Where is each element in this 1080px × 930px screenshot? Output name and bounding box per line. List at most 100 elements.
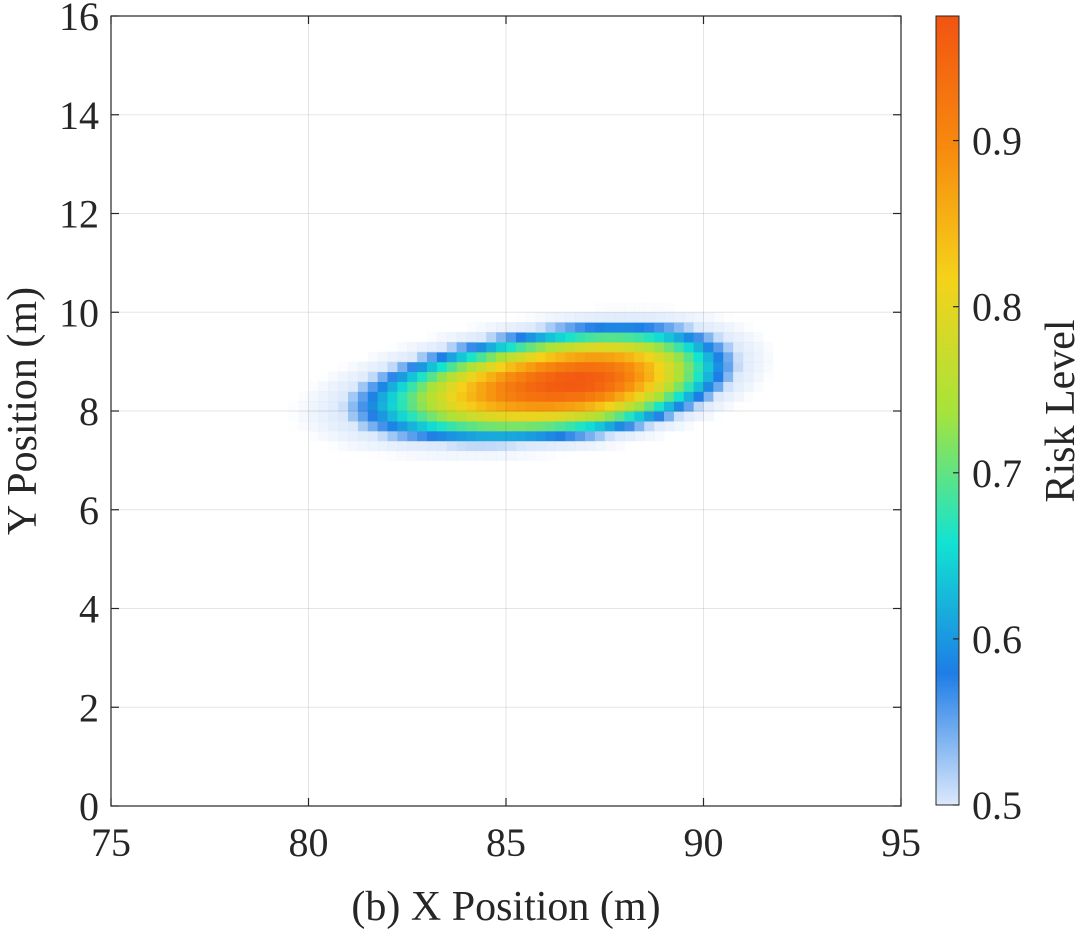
heatmap-cell (545, 332, 556, 343)
y-tick-label: 14 (59, 93, 99, 138)
heatmap-cell (486, 411, 497, 422)
heatmap-cell (456, 351, 468, 363)
y-tick-label: 10 (59, 290, 99, 335)
heatmap-cell (486, 440, 497, 452)
heatmap-cell (338, 440, 349, 452)
heatmap-cell (407, 381, 418, 392)
colorbar-ticks: 0.5 0.6 0.7 0.8 0.9 (953, 119, 1022, 828)
heatmap-cell (535, 411, 547, 422)
heatmap-cell (693, 351, 705, 363)
heatmap-cell (654, 391, 665, 402)
heatmap-cell (693, 361, 705, 373)
heatmap-cell (634, 401, 645, 412)
heatmap-cell (367, 361, 379, 373)
heatmap-cell (456, 371, 468, 382)
heatmap-cell (624, 361, 635, 373)
heatmap-cell (427, 332, 438, 343)
heatmap-cell (664, 420, 675, 432)
heatmap-cell (654, 341, 665, 353)
heatmap-cell (664, 312, 675, 323)
heatmap-cell (407, 411, 418, 422)
heatmap-cell (318, 381, 329, 392)
heatmap-cell (693, 401, 705, 412)
heatmap-cell (683, 312, 695, 323)
heatmap-cell (348, 381, 359, 392)
heatmap-cell (545, 312, 556, 323)
heatmap-cell (555, 430, 566, 442)
heatmap-cell (427, 411, 438, 422)
heatmap-cell (703, 391, 714, 402)
heatmap-cells (288, 302, 774, 461)
heatmap-cell (338, 401, 349, 412)
heatmap-cell (456, 440, 468, 452)
heatmap-cell (752, 381, 764, 392)
heatmap-cell (634, 430, 645, 442)
heatmap-cell (703, 361, 714, 373)
heatmap-cell (407, 401, 418, 412)
heatmap-cell (604, 440, 616, 452)
heatmap-cell (427, 381, 438, 392)
heatmap-cell (604, 332, 616, 343)
heatmap-cell (298, 411, 310, 422)
heatmap-cell (367, 420, 379, 432)
heatmap-cell (565, 391, 576, 402)
heatmap-cell (486, 381, 497, 392)
heatmap-cell (535, 341, 547, 353)
heatmap-cell (368, 451, 378, 461)
heatmap-cell (614, 332, 626, 343)
heatmap-cell (604, 341, 616, 353)
heatmap-cell (357, 420, 369, 432)
heatmap-cell (328, 381, 339, 392)
heatmap-cell (348, 371, 359, 382)
heatmap-cell (427, 371, 438, 382)
heatmap-cell (506, 391, 517, 402)
heatmap-cell (535, 450, 547, 461)
heatmap-cell (496, 351, 507, 363)
heatmap-cell (289, 421, 299, 431)
heatmap-cell (506, 440, 517, 452)
heatmap-cell (644, 381, 655, 392)
heatmap-cell (762, 341, 774, 353)
heatmap-cell (535, 401, 547, 412)
y-tick-label: 16 (59, 0, 99, 39)
heatmap-cell (664, 351, 675, 363)
heatmap-cell (624, 411, 635, 422)
heatmap-cell (634, 302, 645, 313)
heatmap-cell (417, 391, 428, 402)
heatmap-cell (466, 381, 477, 392)
heatmap-cell (585, 361, 596, 373)
heatmap-cell (427, 361, 438, 373)
heatmap-cell (674, 302, 684, 312)
heatmap-cell (436, 351, 448, 363)
heatmap-cell (614, 361, 626, 373)
heatmap-cell (664, 332, 675, 343)
heatmap-cell (733, 361, 744, 373)
heatmap-cell (683, 391, 695, 402)
heatmap-cell (565, 401, 576, 412)
heatmap-cell (407, 430, 418, 442)
heatmap-cell (723, 332, 734, 343)
heatmap-cell (713, 341, 724, 353)
heatmap-cell (575, 361, 586, 373)
heatmap-cell (525, 401, 537, 412)
heatmap-cell (634, 322, 645, 333)
y-tick-label: 8 (79, 389, 99, 434)
heatmap-cell (644, 420, 655, 432)
heatmap-cell (456, 411, 468, 422)
heatmap-cell (486, 322, 497, 333)
heatmap-cell (545, 450, 556, 461)
heatmap-cell (693, 381, 705, 392)
heatmap-cell (723, 341, 734, 353)
heatmap-cell (594, 312, 606, 323)
heatmap-cell (387, 401, 398, 412)
heatmap-cell (604, 312, 616, 323)
y-tick-label: 6 (79, 488, 99, 533)
heatmap-cell (417, 371, 428, 382)
heatmap-cell (387, 440, 398, 452)
heatmap-cell (486, 420, 497, 432)
heatmap-cell (466, 401, 477, 412)
heatmap-cell (328, 391, 339, 402)
heatmap-cell (407, 420, 418, 432)
heatmap-cell (515, 371, 527, 382)
heatmap-cell (417, 381, 428, 392)
